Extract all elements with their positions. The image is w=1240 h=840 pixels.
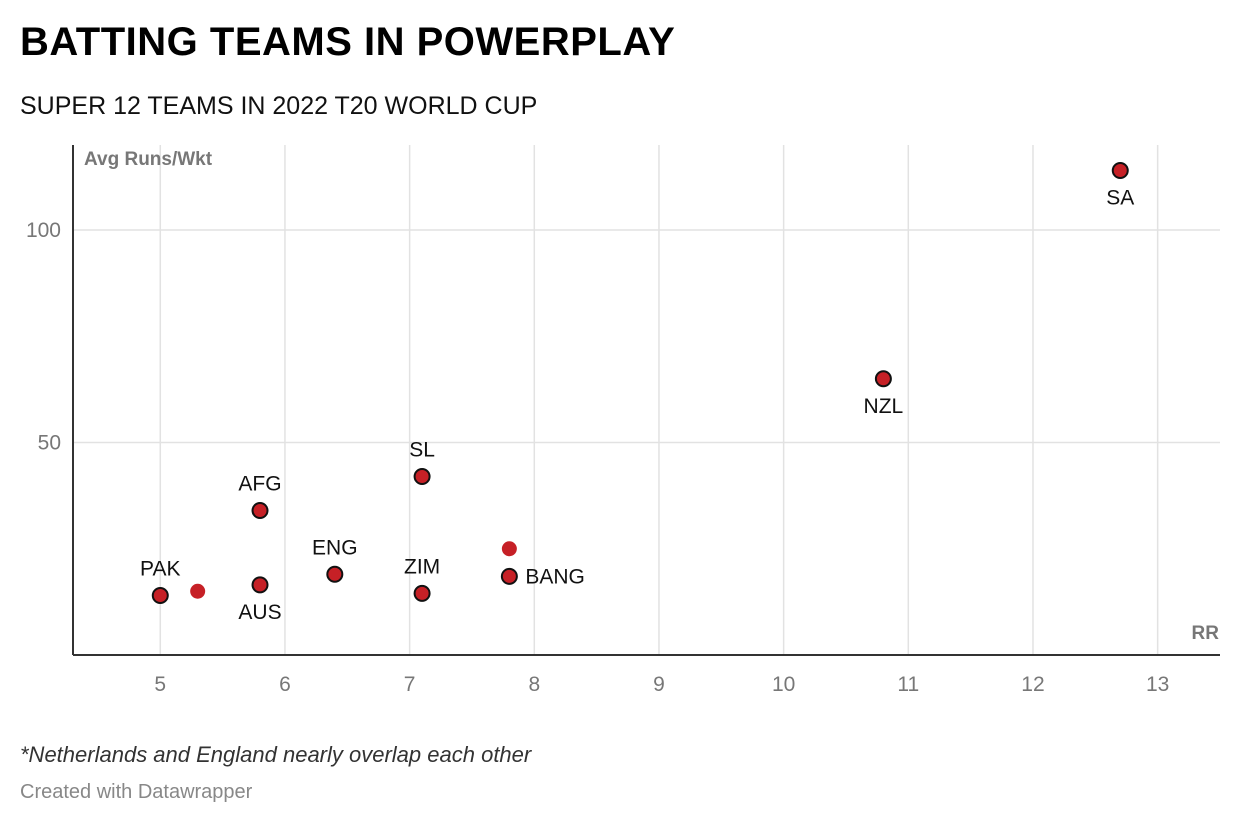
data-label: SA (1106, 187, 1134, 210)
x-tick-label: 9 (653, 673, 665, 696)
data-label: PAK (140, 558, 180, 581)
credit-line: Created with Datawrapper (20, 781, 253, 803)
data-point (1111, 162, 1129, 179)
data-point (251, 576, 269, 594)
x-tick-label: 8 (528, 673, 540, 696)
x-tick-label: 10 (772, 673, 795, 696)
data-point (874, 370, 892, 388)
data-label: NZL (864, 395, 904, 418)
data-label: AUS (238, 601, 281, 624)
data-point (251, 502, 269, 519)
data-label: ENG (312, 536, 358, 559)
x-tick-label: 5 (154, 673, 166, 696)
x-tick-label: 6 (279, 673, 291, 696)
data-point (413, 584, 431, 602)
data-point (501, 541, 517, 557)
x-tick-label: 12 (1021, 673, 1044, 696)
data-point (500, 567, 518, 585)
chart-subtitle: SUPER 12 TEAMS IN 2022 T20 WORLD CUP (20, 92, 538, 120)
y-tick-label: 50 (38, 432, 61, 455)
y-tick-label: 100 (26, 219, 61, 242)
x-axis-title: RR (1192, 623, 1220, 644)
data-point (190, 583, 206, 599)
data-label: SL (409, 439, 435, 462)
data-label: BANG (525, 565, 585, 588)
data-point (151, 587, 169, 604)
x-tick-label: 7 (404, 673, 416, 696)
x-tick-label: 11 (897, 673, 919, 696)
footnote: *Netherlands and England nearly overlap … (20, 742, 532, 767)
data-point (413, 468, 431, 485)
y-axis-title: Avg Runs/Wkt (84, 149, 213, 170)
data-label: ZIM (404, 555, 440, 578)
data-label: AFG (238, 473, 281, 496)
data-point (326, 565, 344, 583)
chart-title: BATTING TEAMS IN POWERPLAY (20, 20, 676, 64)
x-tick-label: 13 (1146, 673, 1169, 696)
scatter-chart: 5 6 7 8 9 10 11 12 13 50 100 Avg Runs/Wkt RR PAK AUS AF… (26, 145, 1220, 696)
